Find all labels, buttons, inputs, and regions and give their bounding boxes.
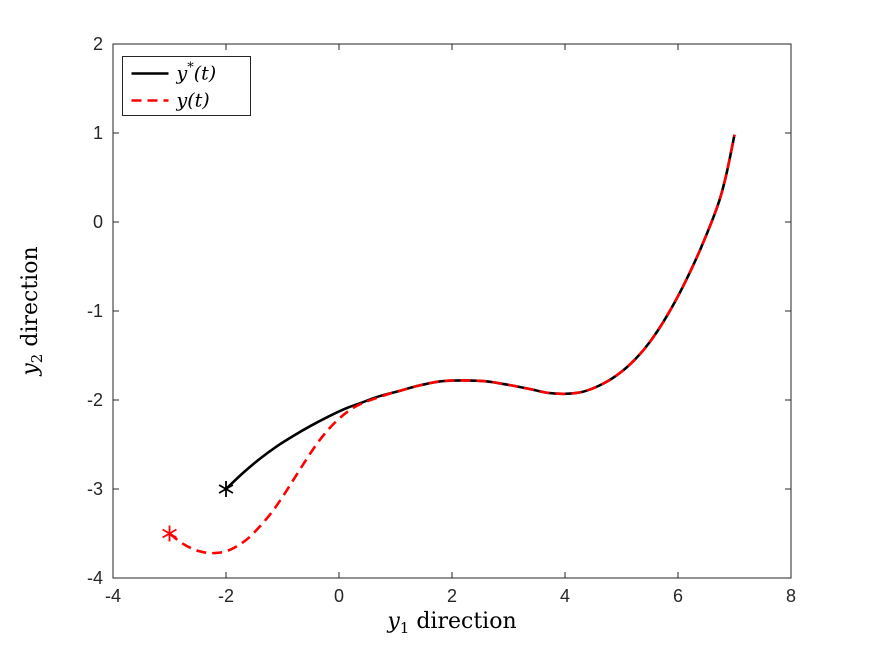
y-tick-label: 2 — [93, 34, 103, 54]
axes-box — [112, 43, 792, 579]
x-tick-label: 0 — [334, 586, 344, 606]
legend-label-var: y — [176, 90, 188, 112]
legend: y*(t)y(t) — [122, 56, 251, 116]
y-axis-label-var: y — [18, 363, 43, 377]
x-axis-label-sub: 1 — [400, 619, 410, 637]
legend-box — [122, 56, 251, 116]
legend-label-var: y — [176, 63, 188, 85]
y-tick-label: 0 — [93, 212, 103, 232]
legend-label-post: (t) — [194, 63, 216, 85]
x-tick-label: 8 — [786, 586, 796, 606]
x-tick-label: 6 — [673, 586, 683, 606]
legend-label-0: y*(t) — [176, 61, 217, 85]
y-axis-label-word: direction — [18, 246, 43, 346]
x-tick-label: 2 — [447, 586, 457, 606]
legend-label-sup: * — [187, 61, 194, 76]
start-marker-asterisk-0 — [218, 481, 234, 497]
x-axis-label-var: y — [386, 609, 400, 634]
x-axis-label-word: direction — [416, 609, 516, 634]
y-tick-label: -1 — [87, 301, 103, 321]
x-tick-label: -4 — [105, 586, 121, 606]
legend-label-1: y(t) — [176, 90, 210, 112]
asterisk-arm — [218, 484, 234, 494]
legend-label-post: (t) — [187, 90, 209, 112]
y-axis-label-sub: 2 — [28, 354, 46, 364]
y-tick-label: -3 — [87, 479, 103, 499]
x-axis-label: y1 direction — [386, 609, 516, 637]
y-axis-label: y2 direction — [18, 246, 46, 376]
start-marker-asterisk-1 — [162, 525, 177, 542]
y-tick-label: -2 — [87, 390, 103, 410]
y-tick-label: -4 — [87, 568, 103, 588]
x-tick-label: -2 — [218, 586, 234, 606]
x-tick-label: 4 — [560, 586, 570, 606]
series-line-1 — [168, 134, 736, 555]
asterisk-arm — [162, 528, 177, 539]
y-tick-label: 1 — [93, 123, 103, 143]
